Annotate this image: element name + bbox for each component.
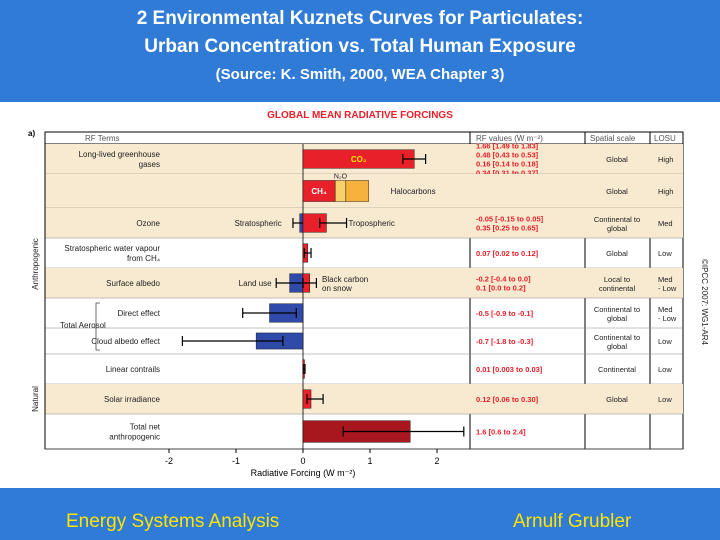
losu-text: Med (658, 275, 673, 284)
spatial-scale-text: Continental to (594, 333, 640, 342)
rf-value-text: -0.2 [-0.4 to 0.0] (476, 275, 531, 284)
aerosol-label: Total Aerosol (60, 321, 106, 330)
x-axis-label: Radiative Forcing (W m⁻²) (251, 468, 356, 478)
aerosol-bracket (95, 302, 100, 351)
x-tick-label: 2 (434, 456, 439, 466)
bar-label: CO₂ (351, 155, 367, 164)
footer-left-text: Energy Systems Analysis (66, 511, 280, 532)
spatial-scale-text: global (607, 224, 627, 233)
losu-text: Med (658, 219, 673, 228)
spatial-scale-text: Continental to (594, 215, 640, 224)
row-label: Cloud albedo effect (91, 337, 161, 346)
slide-footer (0, 488, 720, 540)
spatial-scale-text: Global (606, 249, 628, 258)
x-tick-label: -1 (232, 456, 240, 466)
header-rf-values: RF values (W m⁻²) (476, 134, 543, 143)
losu-text: High (658, 187, 673, 196)
bar-label: on snow (322, 284, 352, 293)
bar-label: CH₄ (311, 187, 327, 196)
rf-value-text: -0.5 [-0.9 to -0.1] (476, 309, 534, 318)
spatial-scale-text: Global (606, 187, 628, 196)
x-tick-label: 1 (367, 456, 372, 466)
losu-text: Low (658, 395, 672, 404)
row-shade (45, 268, 683, 298)
spatial-scale-text: Local to (604, 275, 630, 284)
bar-label: Tropospheric (348, 219, 394, 228)
row-label: from CH₄ (127, 254, 160, 263)
row-label: Total net (130, 423, 161, 432)
slide-header: 2 Environmental Kuznets Curves for Parti… (0, 0, 720, 102)
x-tick-label: 0 (300, 456, 305, 466)
row-label: anthropogenic (109, 433, 160, 442)
rf-value-text: 1.66 [1.49 to 1.83] (476, 142, 539, 151)
radiative-forcing-chart: GLOBAL MEAN RADIATIVE FORCINGS a) RF Terms… (28, 110, 709, 478)
losu-text: - Low (658, 284, 677, 293)
bar (345, 180, 369, 202)
row-label: Solar irradiance (104, 395, 161, 404)
slide-title-line1: 2 Environmental Kuznets Curves for Parti… (136, 8, 584, 29)
row-label: gases (139, 160, 160, 169)
row-label: Direct effect (117, 309, 160, 318)
bar-label: N₂O (334, 173, 348, 180)
rf-value-text: 0.07 [0.02 to 0.12] (476, 249, 539, 258)
rf-value-text: 0.34 [0.31 to 0.37] (476, 169, 539, 178)
rf-value-text: 0.35 [0.25 to 0.65] (476, 224, 539, 233)
losu-text: Low (658, 365, 672, 374)
rf-value-text: -0.05 [-0.15 to 0.05] (476, 215, 544, 224)
row-shade (45, 208, 683, 238)
spatial-scale-text: Continental to (594, 305, 640, 314)
bar-label: Halocarbons (391, 187, 436, 196)
spatial-scale-text: continental (599, 284, 636, 293)
row-shade (45, 384, 683, 414)
bar-label: Stratospheric (235, 219, 282, 228)
spatial-scale-text: Continental (598, 365, 636, 374)
chart-title: GLOBAL MEAN RADIATIVE FORCINGS (267, 110, 453, 121)
group-label: Anthropogenic (31, 238, 40, 290)
spatial-scale-text: global (607, 314, 627, 323)
row-label: Surface albedo (106, 279, 160, 288)
losu-text: Low (658, 337, 672, 346)
rf-value-text: 0.48 [0.43 to 0.53] (476, 151, 539, 160)
losu-text: Med (658, 305, 673, 314)
bar (334, 180, 347, 202)
losu-text: Low (658, 249, 672, 258)
rf-value-text: -0.7 [-1.8 to -0.3] (476, 337, 534, 346)
slide-title-line2: Urban Concentration vs. Total Human Expo… (144, 36, 576, 57)
losu-text: - Low (658, 314, 677, 323)
chart-area: GLOBAL MEAN RADIATIVE FORCINGS a) RF Terms… (0, 102, 720, 488)
x-tick-label: -2 (165, 456, 173, 466)
rf-value-text: 1.6 [0.6 to 2.4] (476, 428, 526, 437)
row-label: Ozone (136, 219, 160, 228)
spatial-scale-text: global (607, 342, 627, 351)
spatial-scale-text: Global (606, 155, 628, 164)
rf-value-text: 0.1 [0.0 to 0.2] (476, 284, 526, 293)
footer-right-text: Arnulf Grubler (513, 511, 632, 532)
group-label: Natural (31, 386, 40, 412)
spatial-scale-text: Global (606, 395, 628, 404)
header-spatial-scale: Spatial scale (590, 134, 636, 143)
header-losu: LOSU (654, 134, 676, 143)
rf-value-text: 0.16 [0.14 to 0.18] (476, 160, 539, 169)
row-label: Stratospheric water vapour (64, 244, 160, 253)
bar-label: Black carbon (322, 275, 368, 284)
row-label: Long-lived greenhouse (79, 150, 161, 159)
rf-value-text: 0.01 [0.003 to 0.03] (476, 365, 543, 374)
header-rf-terms: RF Terms (85, 134, 120, 143)
row-label: Linear contrails (106, 365, 160, 374)
losu-text: High (658, 155, 673, 164)
copyright-text: ©IPCC 2007: WG1-AR4 (700, 259, 709, 345)
rf-value-text: 0.12 [0.06 to 0.30] (476, 395, 539, 404)
panel-label: a) (28, 129, 35, 138)
slide-source: (Source: K. Smith, 2000, WEA Chapter 3) (215, 66, 505, 83)
bar-label: Land use (239, 279, 272, 288)
